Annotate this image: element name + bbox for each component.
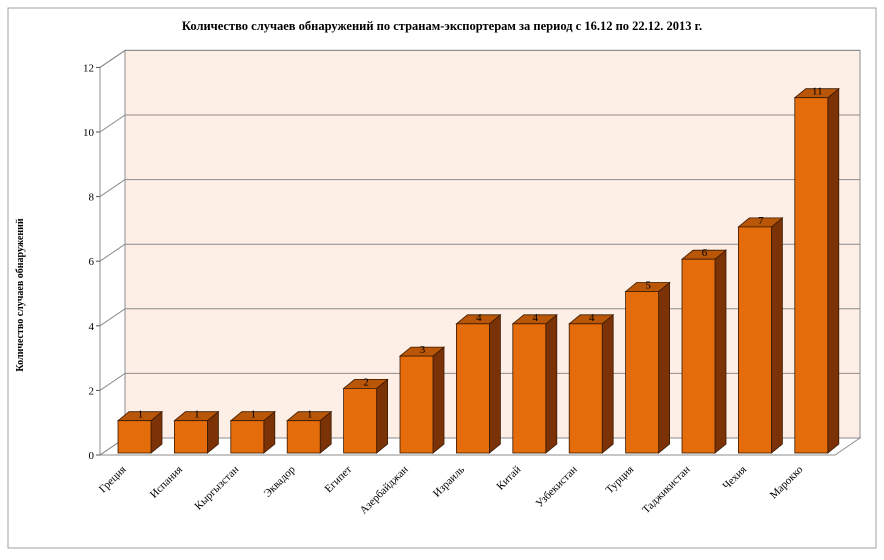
- data-label: 2: [363, 376, 369, 388]
- data-label: 3: [420, 344, 426, 356]
- gridline-side: [99, 179, 126, 198]
- gridline-side: [99, 49, 126, 68]
- y-tick-label: 10: [83, 127, 95, 139]
- data-label: 1: [194, 409, 200, 421]
- gridline-side: [99, 243, 126, 262]
- bar-side: [827, 87, 840, 454]
- plot-area: 0246810121Греция1Испания1Кыргызстан1Эква…: [83, 49, 862, 517]
- bar-side: [545, 313, 558, 454]
- bar: [230, 420, 265, 454]
- gridline-side: [99, 308, 126, 327]
- data-label: 1: [138, 409, 144, 421]
- y-tick-label: 12: [83, 62, 94, 74]
- data-label: 1: [251, 409, 257, 421]
- bar: [455, 323, 490, 454]
- gridline-side: [99, 114, 126, 133]
- bar: [794, 97, 829, 454]
- bar-side: [376, 378, 389, 454]
- y-tick-label: 4: [89, 321, 95, 333]
- bar-side: [432, 346, 445, 454]
- bar: [117, 420, 152, 454]
- data-label: 4: [533, 312, 539, 324]
- bar: [625, 291, 659, 454]
- bar-side: [658, 281, 670, 454]
- bar: [568, 323, 603, 454]
- bar: [286, 420, 321, 454]
- bar-side: [714, 249, 727, 454]
- data-label: 6: [702, 247, 708, 259]
- data-label: 1: [307, 409, 313, 421]
- y-axis-label: Количество случаев обнаружений: [15, 218, 26, 372]
- data-label: 4: [589, 312, 595, 324]
- bar: [173, 420, 208, 454]
- bar: [738, 226, 772, 454]
- chart-title: Количество случаев обнаружений по страна…: [182, 19, 702, 33]
- bar-side: [601, 313, 614, 454]
- bar-side: [488, 313, 501, 454]
- bar: [343, 387, 378, 454]
- data-label: 7: [758, 215, 764, 227]
- y-tick-label: 0: [89, 450, 95, 462]
- data-label: 4: [476, 312, 482, 324]
- bar: [512, 323, 547, 454]
- bar-side: [771, 217, 783, 454]
- bar: [399, 355, 434, 454]
- y-tick-label: 6: [89, 256, 95, 268]
- gridline-side: [99, 372, 126, 391]
- y-tick-label: 8: [89, 192, 95, 204]
- y-tick-label: 2: [89, 385, 95, 397]
- bar: [681, 258, 716, 454]
- data-label: 11: [812, 86, 823, 98]
- data-label: 5: [645, 280, 651, 292]
